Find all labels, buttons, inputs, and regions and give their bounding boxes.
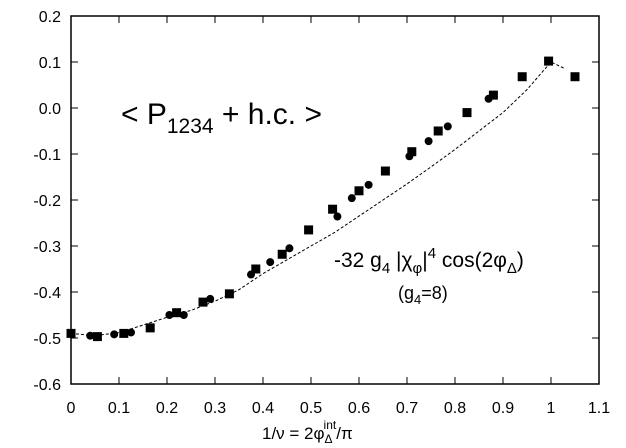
square-point [251,264,261,274]
square-point [570,72,580,82]
x-tick-label: 0.4 [252,400,274,417]
circle-point [484,94,493,103]
circle-point [424,137,433,146]
x-tick-label: 0 [67,400,76,417]
x-tick-label: 1 [547,400,556,417]
x-tick-label: 0.1 [108,400,130,417]
square-point [119,328,129,338]
y-tick-label: -0.5 [33,331,61,348]
square-point [172,308,182,318]
y-tick-label: 0.1 [39,55,61,72]
circle-point [165,311,174,319]
square-point [145,323,155,333]
formula-label: -32 g4 |χφ|4 cos(2φΔ) [334,245,524,277]
circle-point [443,122,452,131]
y-tick-label: -0.1 [33,147,61,164]
x-tick-label: 0.3 [204,400,226,417]
circle-point [247,270,255,279]
y-tick-label: 0.0 [39,101,61,118]
circle-point [110,330,119,339]
circle-point [405,152,414,161]
square-point [380,166,390,176]
circle-point [179,311,188,319]
formula-note: (g4=8) [398,283,448,307]
x-tick-label: 0.8 [444,400,466,417]
y-tick-label: -0.3 [33,239,61,256]
circle-point [347,194,356,203]
y-tick-label: -0.4 [33,285,61,302]
square-point [407,147,417,157]
square-point [354,186,364,196]
square-point [488,90,498,100]
circle-point [206,294,215,303]
square-point [198,297,208,307]
axis-tick-labels: 0 0.1 0.2 0.3 0.4 0.5 0.6 0.7 0.8 0.9 1 1.1 0.2 0.1 0.… [33,9,610,417]
x-tick-label: 0.9 [492,400,514,417]
x-tick-label: 0.2 [156,400,178,417]
circle-point [333,212,342,221]
y-tick-label: 0.2 [39,9,61,26]
x-axis-label: 1/ν = 2φΔint/π [262,418,353,446]
square-point [277,249,287,259]
y-tick-label: -0.6 [33,377,61,394]
square-point [433,126,443,136]
x-tick-label: 0.6 [348,400,370,417]
x-tick-label: 0.7 [396,400,418,417]
axis-ticks [70,15,600,385]
square-point [517,72,527,82]
x-tick-label: 0.5 [300,400,322,417]
annotation-label: < P1234 + h.c. > [121,98,322,138]
y-tick-label: -0.2 [33,193,61,210]
square-point [544,56,554,66]
series-layer [66,56,580,342]
square-point [304,225,314,235]
series-line [70,61,566,337]
circle-point [127,328,135,337]
circle-point [266,258,275,267]
square-point [92,332,102,342]
circle-point [285,244,294,253]
square-point [462,108,472,118]
square-point [328,204,338,214]
circle-point [364,180,373,189]
circle-point [86,331,95,340]
x-tick-label: 1.1 [588,400,610,417]
